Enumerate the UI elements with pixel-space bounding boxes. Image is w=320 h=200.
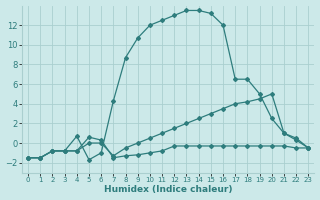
X-axis label: Humidex (Indice chaleur): Humidex (Indice chaleur) (104, 185, 232, 194)
